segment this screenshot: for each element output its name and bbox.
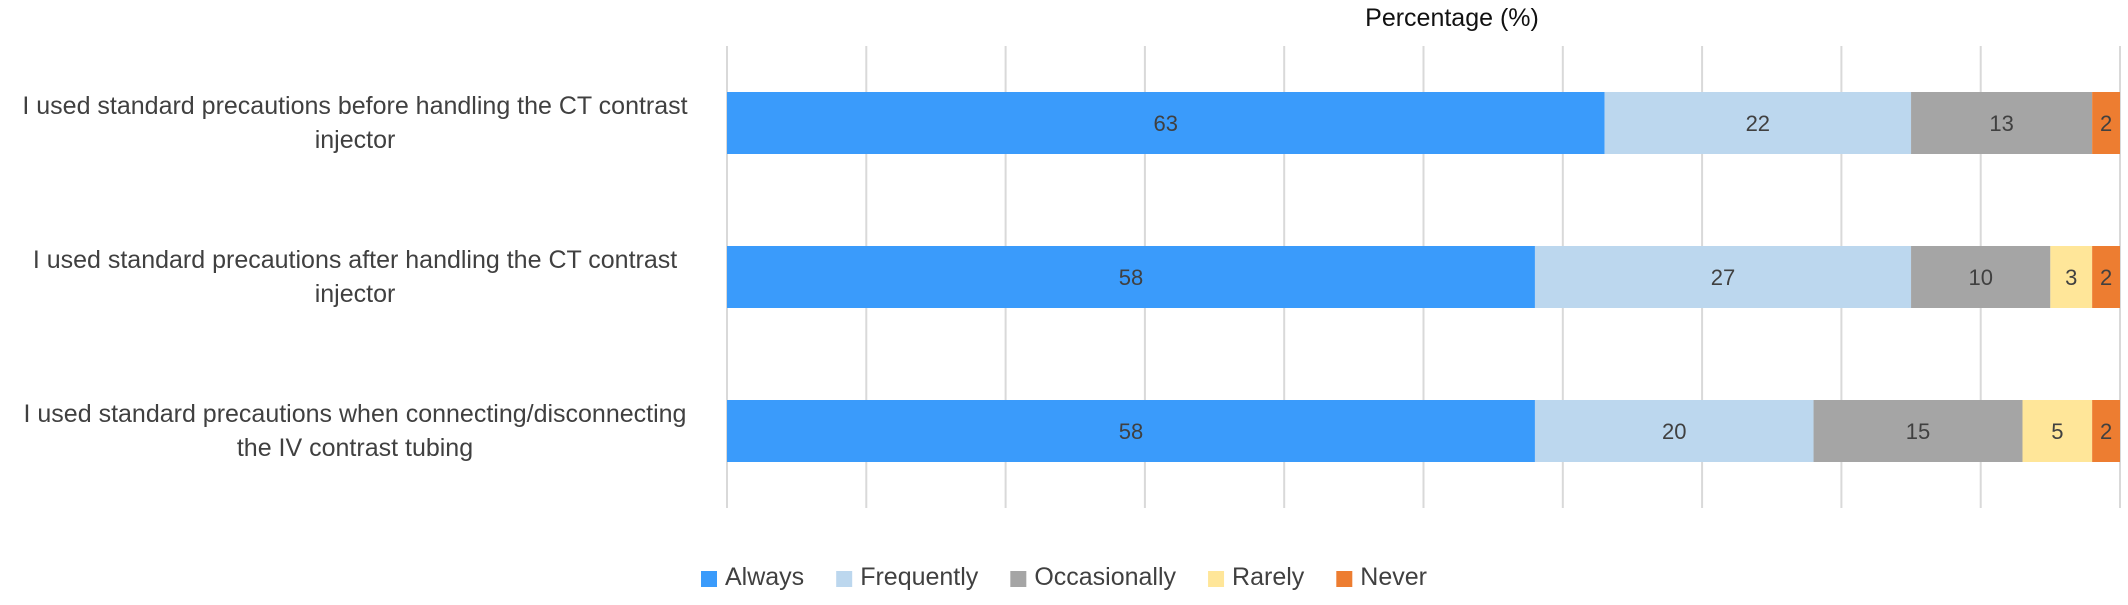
data-label: 2 <box>2100 419 2112 444</box>
bar-segment <box>2050 246 2093 308</box>
data-label: 13 <box>1989 111 2013 136</box>
bar-segment <box>727 400 1535 462</box>
data-label: 58 <box>1119 419 1143 444</box>
category-label: I used standard precautions before handl… <box>22 92 687 120</box>
legend-label: Occasionally <box>1034 563 1176 591</box>
category-label: injector <box>315 126 396 154</box>
legend-swatch <box>1336 571 1353 587</box>
bar-segment <box>2092 400 2120 462</box>
data-label: 20 <box>1662 419 1686 444</box>
legend: Always Frequently Occasionally Rarely Never <box>701 563 1427 591</box>
bar-segment <box>727 92 1605 154</box>
category-labels: I used standard precautions before handl… <box>22 92 687 462</box>
legend-label: Never <box>1360 563 1427 591</box>
legend-label: Rarely <box>1232 563 1305 591</box>
bar-segment <box>2092 92 2120 154</box>
data-label: 27 <box>1711 265 1735 290</box>
data-label: 58 <box>1119 265 1143 290</box>
bar-segment <box>2022 400 2093 462</box>
legend-label: Always <box>725 563 804 591</box>
data-label: 3 <box>2065 265 2077 290</box>
x-axis-title: Percentage (%) <box>1365 4 1539 32</box>
legend-swatch <box>836 571 853 587</box>
data-label: 5 <box>2051 419 2063 444</box>
legend-swatch <box>1010 571 1027 587</box>
category-label: I used standard precautions after handli… <box>33 246 677 274</box>
category-label: I used standard precautions when connect… <box>24 400 687 428</box>
bar-segment <box>727 246 1535 308</box>
legend-label: Frequently <box>860 563 979 591</box>
bar-segment <box>1813 400 2023 462</box>
data-label: 2 <box>2100 265 2112 290</box>
bar-segment <box>1534 246 1912 308</box>
bar-segment <box>1911 246 2051 308</box>
category-label: the IV contrast tubing <box>237 434 473 462</box>
bars: 63 22 13 258 27 10 3 258 20 15 5 2 <box>727 92 2120 462</box>
legend-swatch <box>1208 571 1225 587</box>
legend-swatch <box>701 571 718 587</box>
data-label: 2 <box>2100 111 2112 136</box>
category-label: injector <box>315 280 396 308</box>
data-label: 10 <box>1968 265 1992 290</box>
data-label: 15 <box>1906 419 1930 444</box>
bar-segment <box>2092 246 2120 308</box>
bar-segment <box>1534 400 1814 462</box>
data-label: 63 <box>1154 111 1178 136</box>
bar-segment <box>1911 92 2093 154</box>
bar-segment <box>1604 92 1912 154</box>
data-label: 22 <box>1746 111 1770 136</box>
